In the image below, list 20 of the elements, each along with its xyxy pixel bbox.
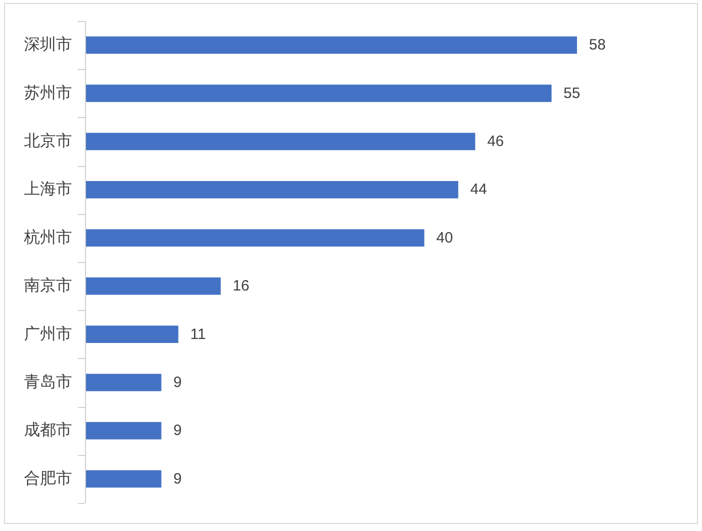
- category-label: 苏州市: [24, 84, 72, 102]
- category-label: 上海市: [24, 181, 72, 198]
- data-label: 11: [190, 326, 206, 343]
- data-label: 9: [173, 470, 182, 488]
- category-label: 青岛市: [24, 374, 72, 391]
- category-label: 深圳市: [24, 36, 72, 54]
- data-label: 40: [436, 229, 453, 246]
- data-label: 16: [232, 278, 250, 295]
- category-label: 广州市: [24, 326, 72, 343]
- category-label: 南京市: [24, 278, 72, 295]
- data-label: 9: [173, 422, 182, 440]
- data-label: 55: [564, 84, 580, 102]
- category-label: 杭州市: [24, 229, 72, 246]
- data-label: 58: [589, 36, 606, 54]
- category-label: 成都市: [24, 422, 72, 440]
- category-label: 合肥市: [24, 470, 72, 488]
- data-label: 46: [487, 133, 504, 150]
- category-label: 北京市: [24, 133, 72, 150]
- data-label: 9: [173, 374, 182, 391]
- data-label: 44: [470, 181, 487, 198]
